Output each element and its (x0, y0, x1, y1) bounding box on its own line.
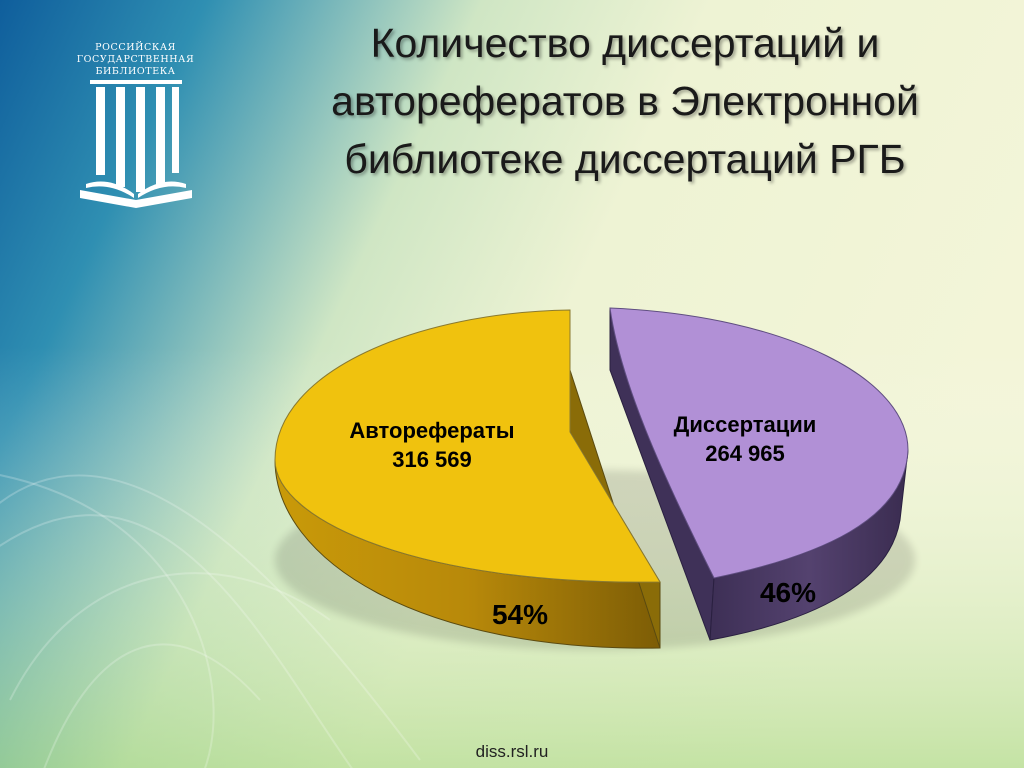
title-line-1: Количество диссертаций и (370, 20, 880, 66)
columns-book-logo-icon (80, 80, 192, 208)
slice-label-dissertatsii-value: 264 965 (705, 441, 785, 466)
pie-slice-avtoreferaty (274, 309, 661, 649)
slice-label-dissertatsii-name: Диссертации (674, 412, 817, 437)
title-line-3: библиотеке диссертаций РГБ (344, 136, 906, 182)
logo-text-line-1: РОССИЙСКАЯ (95, 42, 176, 53)
slice-label-avtoreferaty-name: Авторефераты (349, 418, 514, 443)
footer-url: diss.rsl.ru (475, 742, 549, 761)
logo-text-line-2: ГОСУДАРСТВЕННАЯ (76, 54, 195, 65)
library-logo: РОССИЙСКАЯ ГОСУДАРСТВЕННАЯ БИБЛИОТЕКА (68, 40, 203, 210)
pie-slice-avtoreferaty-top (274, 309, 661, 583)
pie-slice-dissertatsii (609, 307, 909, 641)
logo-text-line-3: БИБЛИОТЕКА (95, 66, 176, 77)
slice-percent-avtoreferaty: 54% (492, 599, 548, 630)
pie-slice-dissertatsii-top (609, 307, 909, 579)
title-line-2: авторефератов в Электронной (331, 78, 919, 124)
slide-title: Количество диссертаций и авторефератов в… (240, 14, 1010, 188)
slice-label-avtoreferaty-value: 316 569 (392, 447, 472, 472)
slice-percent-dissertatsii: 46% (760, 577, 816, 608)
slice-label-dissertatsii: Диссертации 264 965 (674, 412, 817, 466)
slice-label-avtoreferaty: Авторефераты 316 569 (349, 418, 514, 472)
